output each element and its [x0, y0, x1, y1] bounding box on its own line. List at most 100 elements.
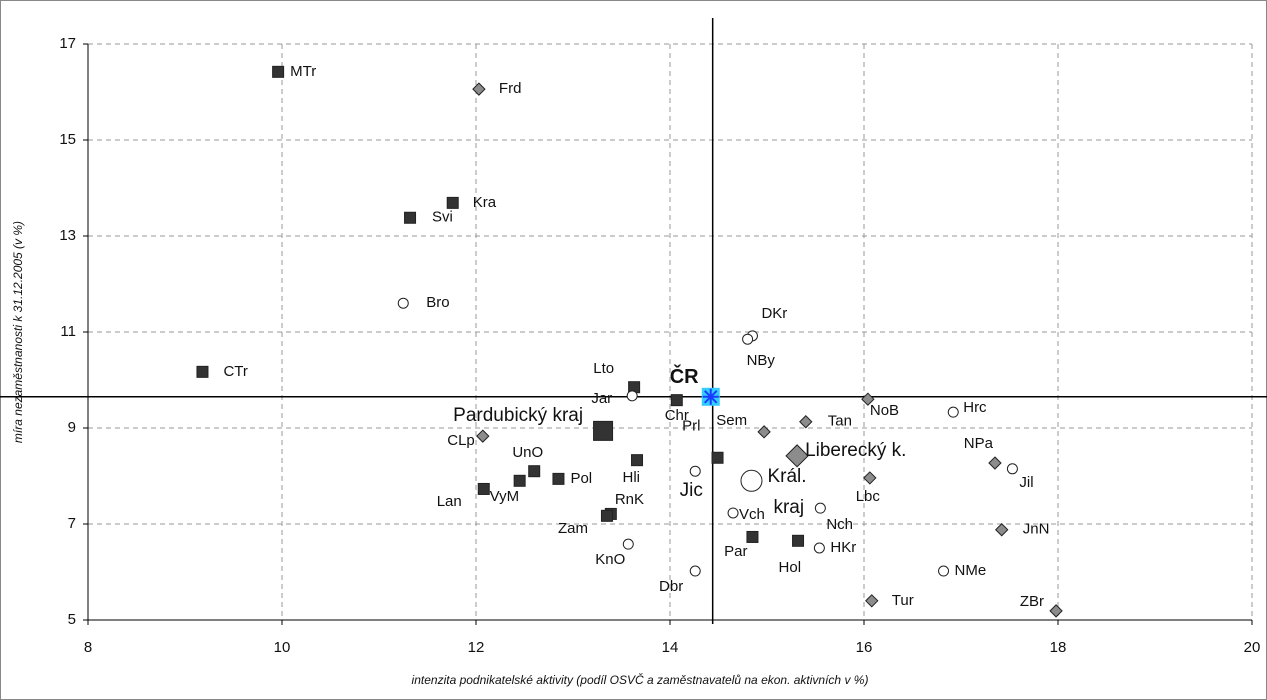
point-label: KnO [595, 551, 625, 568]
marker [727, 507, 739, 519]
marker [746, 530, 759, 543]
x-axis-title: intenzita podnikatelské aktivity (podíl … [412, 672, 869, 687]
marker [865, 594, 879, 608]
y-tick-label: 17 [59, 35, 76, 52]
point-label: Prl [682, 418, 700, 435]
point-label: Par [724, 543, 747, 560]
point-label: VyM [490, 488, 519, 505]
x-tick-label: 8 [84, 639, 92, 656]
marker [622, 538, 634, 550]
marker [593, 420, 614, 441]
x-tick-label: 14 [662, 639, 679, 656]
marker [626, 390, 638, 402]
marker [476, 429, 490, 443]
point-label: Nch [826, 516, 853, 533]
point-label: NMe [955, 562, 987, 579]
y-axis-title: míra nezaměstnanosti k 31.12.2005 (v %) [11, 221, 25, 443]
marker [814, 502, 826, 514]
point-label: Kra [473, 194, 497, 211]
y-tick-label: 7 [68, 515, 76, 532]
marker [600, 509, 613, 522]
point-label: Zam [558, 520, 588, 537]
point-label: RnK [615, 491, 644, 508]
y-tick-label: 11 [60, 323, 76, 340]
point-label: Jil [1019, 474, 1033, 491]
point-label: Sem [716, 412, 747, 429]
marker [397, 297, 409, 309]
point-label: Lbc [856, 488, 881, 505]
marker [757, 425, 771, 439]
marker [196, 365, 209, 378]
y-tick-label: 5 [68, 611, 76, 628]
marker [813, 542, 825, 554]
point-label: NoB [870, 402, 899, 419]
x-tick-label: 12 [468, 639, 485, 656]
marker [528, 465, 541, 478]
marker [472, 82, 486, 96]
y-tick-label: 9 [68, 419, 76, 436]
point-label: Lan [437, 493, 462, 510]
marker [1006, 463, 1018, 475]
point-label: Frd [499, 80, 522, 97]
marker [799, 415, 813, 429]
point-label: Chr [665, 407, 689, 424]
point-label: Pol [570, 470, 592, 487]
point-label: JnN [1023, 521, 1050, 538]
point-label: Dbr [659, 578, 683, 595]
point-label: Vch [739, 506, 765, 523]
point-label: HKr [830, 539, 856, 556]
point-label: CTr [223, 363, 247, 380]
x-tick-label: 20 [1244, 639, 1261, 656]
marker [861, 392, 875, 406]
region-label: kraj [773, 497, 804, 518]
point-label: Jic [680, 480, 703, 501]
marker [513, 474, 526, 487]
marker [689, 565, 701, 577]
point-label: ZBr [1020, 593, 1044, 610]
point-label: Bro [426, 294, 449, 311]
point-label: Svi [432, 209, 453, 226]
point-label: Tur [892, 592, 914, 609]
point-label: Tan [828, 413, 852, 430]
x-tick-label: 18 [1050, 639, 1067, 656]
national-asterisk [704, 390, 718, 404]
point-label: CLp [447, 432, 475, 449]
marker [742, 333, 754, 345]
point-label: NPa [964, 435, 994, 452]
point-label: UnO [512, 444, 543, 461]
region-label: Pardubický kraj [453, 405, 583, 426]
y-tick-label: 15 [59, 131, 76, 148]
marker [711, 451, 724, 464]
point-label: DKr [761, 305, 787, 322]
point-label: Hol [779, 559, 802, 576]
marker [785, 444, 809, 468]
point-label: MTr [290, 63, 316, 80]
marker [1049, 604, 1063, 618]
marker [995, 523, 1009, 537]
point-label: NBy [747, 352, 776, 369]
y-tick-label: 13 [59, 227, 76, 244]
marker [552, 472, 565, 485]
point-label: Hrc [963, 399, 987, 416]
point-label: Jar [591, 390, 612, 407]
marker [863, 471, 877, 485]
marker [792, 534, 805, 547]
marker [947, 406, 959, 418]
point-label: Lto [593, 360, 614, 377]
national-label: ČR [670, 364, 699, 388]
marker [689, 465, 701, 477]
region-label: Liberecký k. [805, 440, 906, 461]
x-tick-label: 10 [274, 639, 291, 656]
marker [631, 454, 644, 467]
marker [988, 456, 1002, 470]
marker [272, 65, 285, 78]
marker [477, 482, 490, 495]
x-tick-label: 16 [856, 639, 873, 656]
marker [446, 196, 459, 209]
marker [740, 469, 763, 492]
marker [938, 565, 950, 577]
point-label: Hli [623, 469, 641, 486]
marker [670, 394, 683, 407]
